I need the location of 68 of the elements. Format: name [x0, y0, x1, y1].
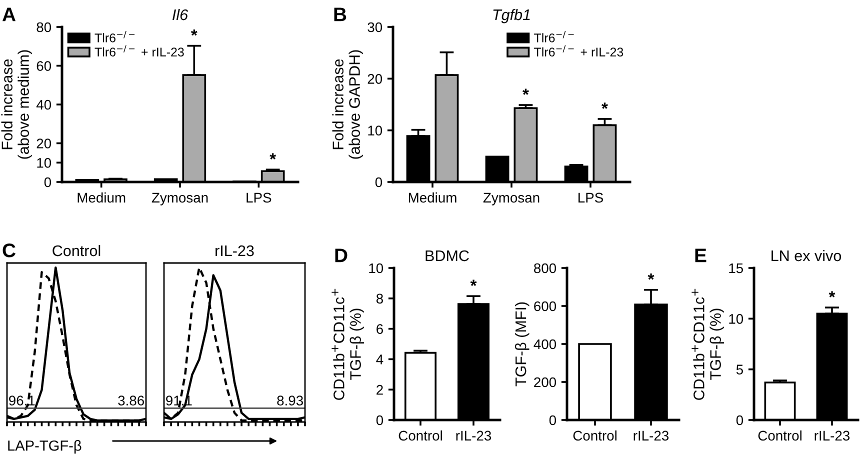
x-axis-title: LAP-TGF-β [8, 440, 82, 454]
text: D [335, 248, 348, 262]
annotation: 8.93 [277, 396, 303, 406]
text: A [2, 8, 16, 22]
chart-title: rIL-23 [216, 245, 254, 256]
text: E [695, 248, 706, 262]
y-tick-label: 0 [375, 177, 382, 188]
text: C [2, 244, 16, 258]
annotation: * [522, 88, 529, 95]
y-tick-label: 15 [729, 263, 744, 274]
y-tick-label: 20 [368, 74, 382, 84]
y-tick-label: 0 [549, 415, 556, 426]
y-tick-label: 80 [36, 22, 52, 32]
annotation: * [270, 153, 276, 160]
annotation: * [648, 274, 654, 280]
x-tick-label: Zymosan [152, 192, 208, 206]
legend-label: Tlr6$^{−/−}$ [94, 31, 135, 42]
x-tick-label: Control [573, 430, 616, 441]
x-tick-label: Control [758, 430, 802, 441]
y-tick-label: 800 [534, 263, 556, 274]
y-axis-title: Fold increase (above GAPDH) [332, 50, 363, 159]
y-tick-label: 0 [44, 177, 52, 188]
x-tick-label: rIL-23 [814, 430, 850, 441]
chart-title: LN ex vivo [772, 250, 842, 262]
y-tick-label: 40 [36, 100, 52, 110]
y-tick-label: 5 [736, 364, 743, 375]
text: CD11b$^{+}$CD11c$^{+}$ TGF-β (%) [692, 288, 724, 400]
y-tick-label: 600 [534, 301, 556, 312]
y-tick-label: 400 [534, 339, 556, 350]
y-tick-label: 200 [534, 377, 556, 388]
y-axis-title: TGF-β (MFI) [515, 302, 530, 386]
chart-title: Control [52, 244, 100, 256]
y-tick-label: 30 [368, 22, 382, 32]
x-tick-label: Zymosan [483, 192, 540, 206]
x-tick-label: LPS [578, 192, 603, 203]
annotation: 3.86 [118, 396, 144, 406]
y-tick-label: 10 [729, 314, 744, 324]
legend-label: Tlr6$^{−/−}$ + rIL-23 [94, 45, 184, 56]
annotation: * [602, 102, 608, 109]
annotation: * [470, 280, 477, 286]
x-tick-label: LPS [246, 192, 272, 203]
chart-title: BDMC [426, 250, 469, 262]
annotation: 96.1 [9, 396, 35, 406]
y-tick-label: 10 [369, 263, 384, 274]
y-tick-label: 4 [376, 354, 384, 364]
x-tick-label: Control [398, 430, 442, 441]
annotation: * [190, 29, 198, 36]
text: B [334, 8, 346, 22]
chart-title: Il6 [172, 8, 188, 20]
text: CD11b$^{+}$CD11c$^{+}$ TGF-β (%) [332, 288, 364, 400]
x-tick-label: Medium [78, 192, 126, 203]
chart-title: Tgfb1 [493, 8, 530, 24]
legend-label: Tlr6$^{−/−}$ [534, 31, 574, 42]
x-tick-label: Medium [408, 192, 456, 203]
y-tick-label: 8 [376, 294, 383, 304]
y-tick-label: 2 [376, 384, 383, 395]
y-tick-label: 20 [36, 138, 52, 148]
y-tick-label: 0 [376, 415, 384, 426]
legend-label: Tlr6$^{−/−}$ + rIL-23 [534, 45, 624, 56]
x-tick-label: rIL-23 [456, 430, 492, 441]
y-tick-label: 60 [36, 61, 52, 71]
y-tick-label: 10 [368, 126, 382, 136]
y-axis-title: Fold increase (above medium) [1, 50, 32, 159]
annotation: * [828, 291, 836, 298]
y-tick-label: 10 [37, 158, 52, 168]
x-tick-label: rIL-23 [634, 430, 669, 441]
y-tick-label: 6 [376, 324, 383, 334]
y-tick-label: 0 [736, 415, 744, 426]
